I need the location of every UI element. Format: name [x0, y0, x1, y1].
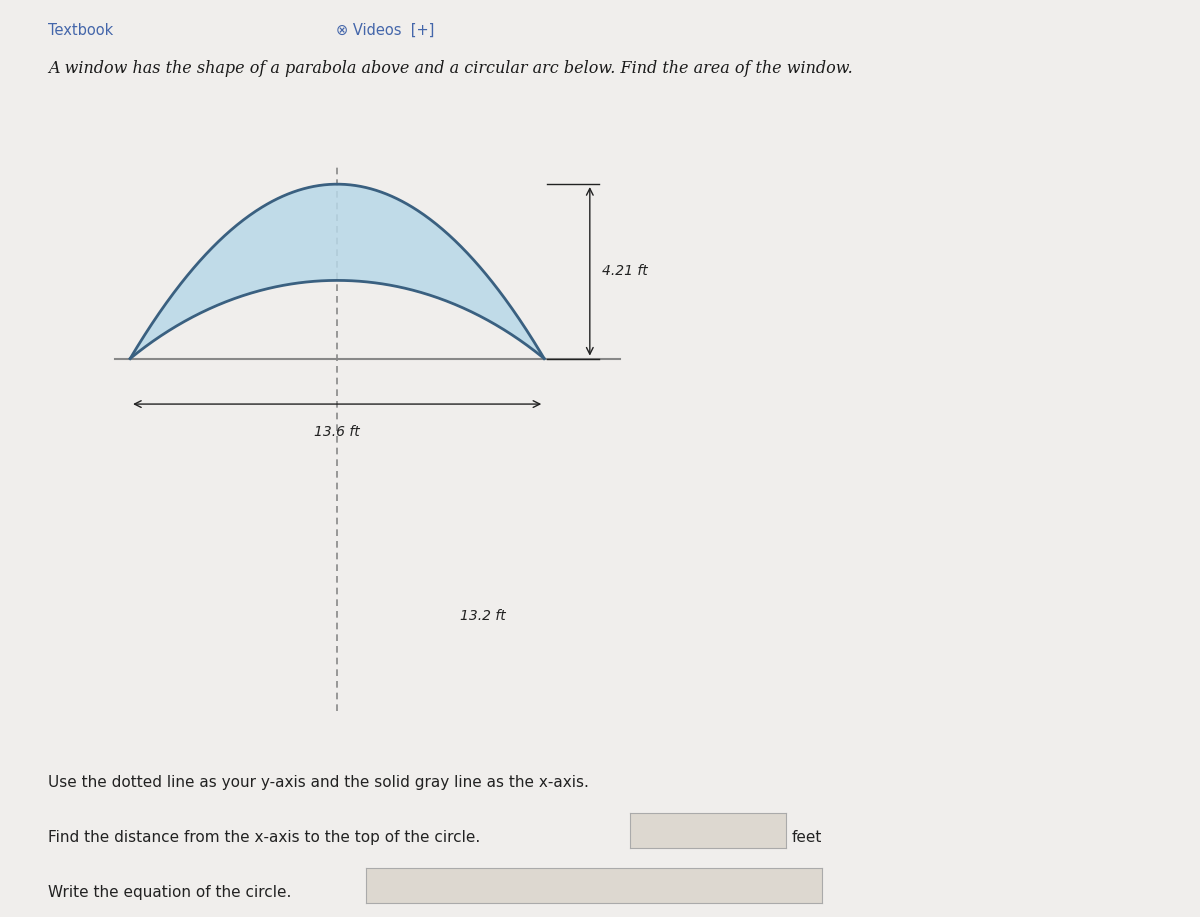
- Text: 13.6 ft: 13.6 ft: [314, 425, 360, 438]
- Text: Find the distance from the x-axis to the top of the circle.: Find the distance from the x-axis to the…: [48, 830, 480, 845]
- Text: A window has the shape of a parabola above and a circular arc below. Find the ar: A window has the shape of a parabola abo…: [48, 60, 853, 77]
- Text: Textbook: Textbook: [48, 23, 113, 38]
- Text: feet: feet: [792, 830, 822, 845]
- Text: 4.21 ft: 4.21 ft: [602, 264, 648, 279]
- Text: 13.2 ft: 13.2 ft: [461, 610, 506, 624]
- Text: Write the equation of the circle.: Write the equation of the circle.: [48, 885, 292, 900]
- Text: ⊗ Videos  [+]: ⊗ Videos [+]: [336, 23, 434, 38]
- Polygon shape: [130, 184, 544, 359]
- Text: Use the dotted line as your y-axis and the solid gray line as the x-axis.: Use the dotted line as your y-axis and t…: [48, 775, 589, 790]
